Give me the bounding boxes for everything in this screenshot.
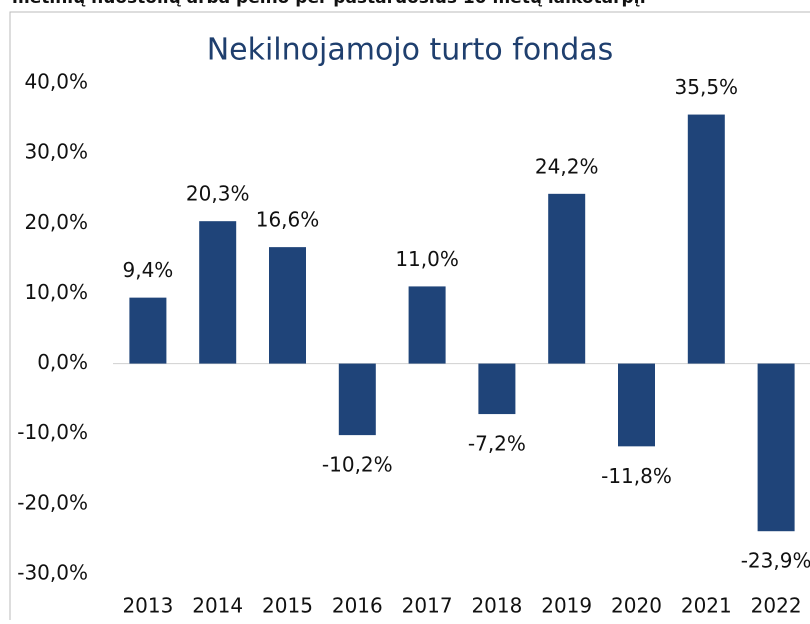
- y-tick-label: 30,0%: [24, 140, 88, 164]
- x-tick-label: 2022: [751, 594, 802, 618]
- bar: [478, 363, 516, 415]
- y-tick-label: 20,0%: [24, 210, 88, 234]
- bar: [687, 114, 725, 364]
- x-tick-label: 2020: [611, 594, 662, 618]
- value-label: -7,2%: [468, 432, 526, 456]
- bar: [408, 286, 446, 364]
- chart-frame: [9, 11, 810, 624]
- bar: [129, 297, 167, 364]
- caption: metinių nuostolių arba pelno per pastaru…: [12, 0, 646, 8]
- value-label: 9,4%: [122, 258, 173, 282]
- x-tick-label: 2013: [122, 594, 173, 618]
- value-label: 35,5%: [675, 75, 739, 99]
- y-tick-label: 40,0%: [24, 70, 88, 94]
- x-tick-label: 2015: [262, 594, 313, 618]
- value-label: 16,6%: [256, 208, 320, 232]
- y-tick-label: 0,0%: [37, 350, 88, 374]
- value-label: -23,9%: [741, 549, 810, 573]
- bar: [269, 247, 306, 364]
- x-tick-label: 2014: [192, 594, 243, 618]
- bar: [618, 363, 655, 447]
- value-label: 11,0%: [395, 247, 459, 271]
- y-tick-label: -30,0%: [17, 561, 88, 585]
- x-tick-label: 2021: [681, 594, 732, 618]
- value-label: 24,2%: [535, 154, 599, 178]
- bar: [338, 363, 376, 436]
- value-label: 20,3%: [186, 182, 250, 206]
- value-label: -11,8%: [601, 464, 672, 488]
- y-tick-label: -20,0%: [17, 490, 88, 514]
- bar: [199, 221, 237, 364]
- y-tick-label: -10,0%: [17, 420, 88, 444]
- x-tick-label: 2017: [402, 594, 453, 618]
- bar: [757, 363, 795, 532]
- value-label: -10,2%: [322, 453, 393, 477]
- x-tick-label: 2018: [471, 594, 522, 618]
- x-tick-label: 2019: [541, 594, 592, 618]
- bar: [548, 193, 586, 364]
- y-tick-label: 10,0%: [24, 280, 88, 304]
- x-tick-label: 2016: [332, 594, 383, 618]
- chart-title: Nekilnojamojo turto fondas: [207, 33, 614, 68]
